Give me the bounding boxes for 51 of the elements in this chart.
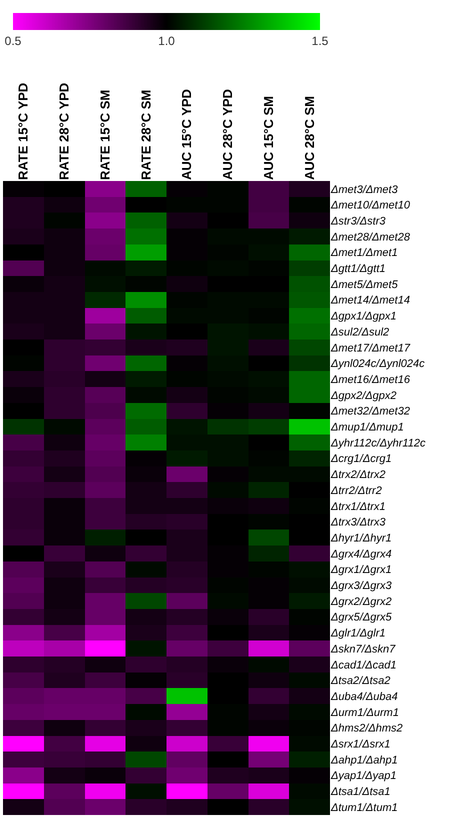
y-tick-label: Δgtt1/Δgtt1 (330, 263, 386, 276)
y-tick-label: Δyhr112c/Δyhr112c (330, 437, 426, 450)
y-tick-label: Δtum1/Δtum1 (330, 802, 398, 814)
y-tick-label: Δmet28/Δmet28 (330, 231, 411, 244)
x-tick-label: AUC 15°C SM (260, 96, 276, 180)
y-tick-label: Δtrx2/Δtrx2 (330, 469, 386, 482)
y-tick-label: Δmet14/Δmet14 (330, 294, 410, 307)
y-tick-label: Δynl024c/Δynl024c (330, 358, 426, 370)
x-tick-label: RATE 28°C SM (138, 90, 154, 180)
y-tick-label: Δcad1/Δcad1 (330, 659, 397, 672)
y-tick-label: Δgrx5/Δgrx5 (330, 612, 392, 624)
y-tick-label: Δmet5/Δmet5 (330, 278, 399, 291)
color-bar-label: 0.5 (4, 34, 22, 48)
y-tick-label: Δyap1/Δyap1 (330, 770, 397, 782)
y-tick-label: Δgrx1/Δgrx1 (330, 564, 392, 576)
x-tick-label: AUC 28°C SM (302, 96, 317, 180)
x-tick-label: RATE 28°C YPD (56, 82, 72, 180)
y-tick-label: Δtrr2/Δtrr2 (330, 484, 382, 497)
y-tick-label: Δurm1/Δurm1 (330, 706, 399, 719)
color-bar-label: 1.0 (158, 34, 176, 48)
y-tick-label: Δmet17/Δmet17 (330, 342, 411, 354)
x-tick-label: AUC 15°C YPD (179, 89, 194, 180)
y-tick-label: Δgpx1/Δgpx1 (330, 310, 397, 323)
y-tick-label: Δmup1/Δmup1 (330, 422, 404, 434)
y-tick-label: Δstr3/Δstr3 (330, 215, 386, 228)
y-tick-label: Δglr1/Δglr1 (330, 628, 386, 640)
y-tick-label: Δskn7/Δskn7 (330, 643, 396, 656)
y-tick-label: Δmet32/Δmet32 (330, 406, 410, 418)
y-tick-label: Δtsa2/Δtsa2 (330, 675, 390, 688)
y-tick-label: Δahp1/Δahp1 (330, 754, 398, 766)
y-tick-label: Δhyr1/Δhyr1 (330, 532, 392, 544)
y-tick-label: Δtrx3/Δtrx3 (330, 516, 386, 529)
y-tick-label: Δmet16/Δmet16 (330, 374, 411, 386)
y-tick-label: Δtsa1/Δtsa1 (330, 786, 390, 798)
x-tick-label: RATE 15°C SM (97, 90, 112, 180)
y-tick-label: Δgrx3/Δgrx3 (330, 580, 392, 592)
color-bar-label: 1.5 (312, 34, 329, 48)
y-tick-label: Δsul2/Δsul2 (330, 326, 390, 338)
y-tick-label: Δtrx1/Δtrx1 (330, 500, 386, 513)
y-tick-label: Δcrg1/Δcrg1 (330, 453, 392, 466)
y-tick-label: Δsrx1/Δsrx1 (330, 738, 390, 751)
y-tick-label: Δgrx4/Δgrx4 (330, 548, 392, 560)
y-tick-label: Δmet1/Δmet1 (330, 247, 398, 260)
y-tick-label: Δmet10/Δmet10 (330, 200, 411, 212)
y-tick-label: Δmet3/Δmet3 (330, 184, 399, 196)
x-tick-label: RATE 15°C YPD (16, 82, 31, 180)
y-tick-label: Δgrx2/Δgrx2 (330, 596, 392, 608)
y-tick-label: Δgpx2/Δgpx2 (330, 390, 397, 402)
x-tick-label: AUC 28°C YPD (220, 89, 236, 180)
y-tick-label: Δuba4/Δuba4 (330, 690, 398, 703)
y-tick-label: Δhms2/Δhms2 (330, 722, 403, 735)
